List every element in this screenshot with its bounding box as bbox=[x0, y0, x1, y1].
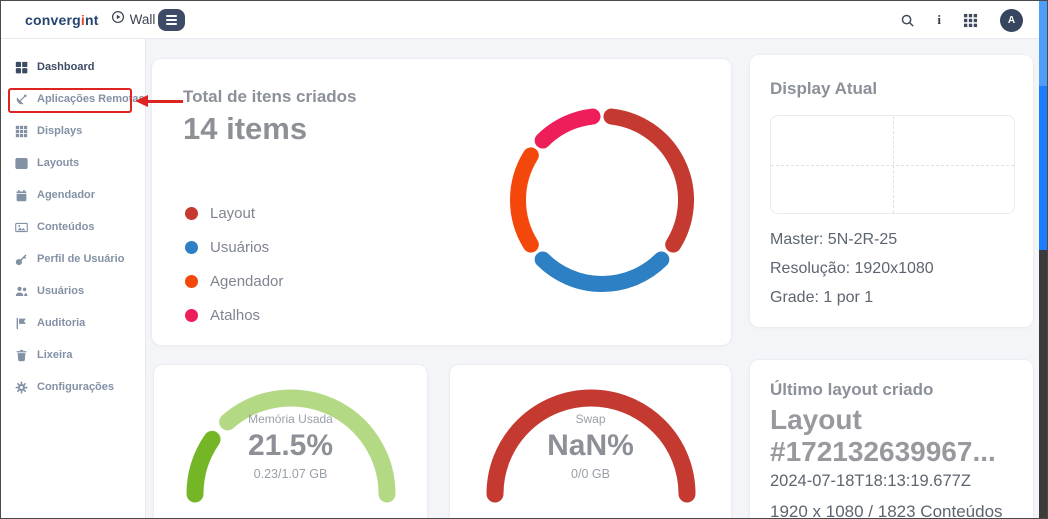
legend-dot-usuarios bbox=[185, 241, 198, 254]
user-avatar[interactable]: A bbox=[1000, 8, 1023, 32]
memory-gauge-value: 21.5% bbox=[247, 429, 334, 462]
legend-item-atalhos[interactable]: Atalhos bbox=[185, 307, 283, 324]
legend-label: Atalhos bbox=[210, 307, 261, 324]
total-items-card: Total de itens criados 14 items Layout U… bbox=[151, 58, 732, 346]
search-icon[interactable] bbox=[900, 13, 915, 28]
key-icon bbox=[15, 253, 28, 266]
display-info: Master: 5N-2R-25 Resolução: 1920x1080 Gr… bbox=[770, 231, 934, 318]
sidebar-item-aplicacoes-remotas[interactable]: Aplicações Remotas bbox=[1, 83, 145, 115]
display-master: Master: 5N-2R-25 bbox=[770, 231, 898, 248]
memory-gauge-title: Memória Usada bbox=[248, 412, 333, 426]
scrollbar-thumb-top[interactable] bbox=[1039, 1, 1047, 86]
display-atual-card: Display Atual Master: 5N-2R-25 Resolução… bbox=[749, 54, 1034, 328]
sidebar-item-usuarios[interactable]: Usuários bbox=[1, 275, 145, 307]
last-layout-title: Último layout criado bbox=[770, 380, 934, 399]
swap-usage-card: Swap NaN% 0/0 GB bbox=[449, 364, 732, 518]
swap-gauge-text: Swap NaN% 0/0 GB bbox=[450, 412, 731, 481]
calendar-icon bbox=[15, 189, 28, 202]
sidebar-item-lixeira[interactable]: Lixeira bbox=[1, 339, 145, 371]
hamburger-icon bbox=[166, 15, 177, 25]
display-atual-title: Display Atual bbox=[770, 79, 878, 98]
legend-label: Layout bbox=[210, 205, 256, 222]
sidebar-item-label: Configurações bbox=[37, 381, 115, 393]
sidebar-item-displays[interactable]: Displays bbox=[1, 115, 145, 147]
trash-icon bbox=[15, 349, 28, 362]
swap-gauge-value: NaN% bbox=[547, 429, 634, 462]
sidebar-item-conteudos[interactable]: Conteúdos bbox=[1, 211, 145, 243]
sidebar-item-auditoria[interactable]: Auditoria bbox=[1, 307, 145, 339]
memory-gauge-text: Memória Usada 21.5% 0.23/1.07 GB bbox=[154, 412, 427, 481]
last-layout-card: Último layout criado Layout #17213263996… bbox=[749, 359, 1034, 519]
legend-dot-agendador bbox=[185, 275, 198, 288]
memory-gauge-arc bbox=[186, 389, 396, 503]
legend-dot-layout bbox=[185, 207, 198, 220]
flag-icon bbox=[15, 317, 28, 330]
donut-chart bbox=[510, 108, 694, 292]
legend-item-usuarios[interactable]: Usuários bbox=[185, 239, 283, 256]
sidebar-item-dashboard[interactable]: Dashboard bbox=[1, 51, 145, 83]
vertical-scrollbar bbox=[1039, 1, 1047, 518]
sidebar-item-label: Auditoria bbox=[37, 317, 86, 329]
satellite-dish-icon bbox=[15, 93, 28, 106]
sidebar-item-label: Conteúdos bbox=[37, 221, 95, 233]
legend-label: Agendador bbox=[210, 273, 284, 290]
sidebar-item-label: Lixeira bbox=[37, 349, 73, 361]
memory-gauge-detail: 0.23/1.07 GB bbox=[253, 467, 328, 481]
sidebar-nav: Dashboard Aplicações Remotas Displays La… bbox=[1, 39, 146, 518]
swap-gauge-arc bbox=[486, 389, 696, 503]
sidebar-item-perfil-de-usuario[interactable]: Perfil de Usuário bbox=[1, 243, 145, 275]
swap-gauge-title: Swap bbox=[575, 412, 606, 426]
scrollbar-track[interactable] bbox=[1039, 250, 1047, 518]
sidebar-item-label: Perfil de Usuário bbox=[37, 253, 125, 265]
total-items-title: Total de itens criados bbox=[183, 87, 357, 106]
dashboard-grid-icon bbox=[15, 61, 28, 74]
sidebar-item-label: Aplicações Remotas bbox=[37, 93, 145, 105]
users-icon bbox=[15, 285, 28, 298]
display-grid-preview bbox=[770, 115, 1015, 214]
info-icon[interactable]: i bbox=[937, 12, 941, 27]
sidebar-item-label: Displays bbox=[37, 125, 83, 137]
sidebar-item-agendador[interactable]: Agendador bbox=[1, 179, 145, 211]
media-icon bbox=[15, 221, 28, 234]
swap-gauge-detail: 0/0 GB bbox=[571, 467, 610, 481]
sidebar-toggle-button[interactable] bbox=[158, 9, 185, 31]
gear-icon bbox=[15, 380, 28, 394]
sidebar-item-configuracoes[interactable]: Configurações bbox=[1, 371, 145, 403]
layouts-table-icon bbox=[15, 157, 28, 170]
display-resolution: Resolução: 1920x1080 bbox=[770, 260, 934, 277]
sidebar-item-label: Agendador bbox=[37, 189, 96, 201]
donut-legend: Layout Usuários Agendador Atalhos bbox=[185, 205, 283, 324]
last-layout-meta: 1920 x 1080 / 1823 Conteúdos bbox=[770, 502, 1003, 519]
wall-product-brand: Wall bbox=[111, 10, 156, 29]
displays-grid-icon bbox=[15, 125, 28, 138]
convergint-logo: convergint bbox=[25, 11, 99, 28]
topbar-actions: i A bbox=[900, 1, 1023, 39]
sidebar-item-label: Layouts bbox=[37, 157, 80, 169]
top-bar: convergint Wall i A bbox=[1, 1, 1041, 39]
last-layout-timestamp: 2024-07-18T18:13:19.677Z bbox=[770, 472, 971, 490]
total-items-count: 14 items bbox=[183, 111, 308, 146]
sidebar-item-layouts[interactable]: Layouts bbox=[1, 147, 145, 179]
memory-usage-card: Memória Usada 21.5% 0.23/1.07 GB bbox=[153, 364, 428, 518]
wall-play-icon bbox=[111, 10, 125, 29]
scrollbar-thumb[interactable] bbox=[1039, 86, 1047, 250]
legend-item-agendador[interactable]: Agendador bbox=[185, 273, 283, 290]
preview-horizontal-divider bbox=[771, 164, 1014, 166]
last-layout-name: Layout #172132639967... bbox=[770, 404, 996, 467]
legend-dot-atalhos bbox=[185, 309, 198, 322]
wall-product-label: Wall bbox=[129, 12, 156, 27]
sidebar-item-label: Dashboard bbox=[37, 61, 95, 73]
apps-grid-icon[interactable] bbox=[963, 13, 978, 28]
display-grid-size: Grade: 1 por 1 bbox=[770, 289, 874, 306]
sidebar-item-label: Usuários bbox=[37, 285, 85, 297]
legend-item-layout[interactable]: Layout bbox=[185, 205, 283, 222]
legend-label: Usuários bbox=[210, 239, 270, 256]
